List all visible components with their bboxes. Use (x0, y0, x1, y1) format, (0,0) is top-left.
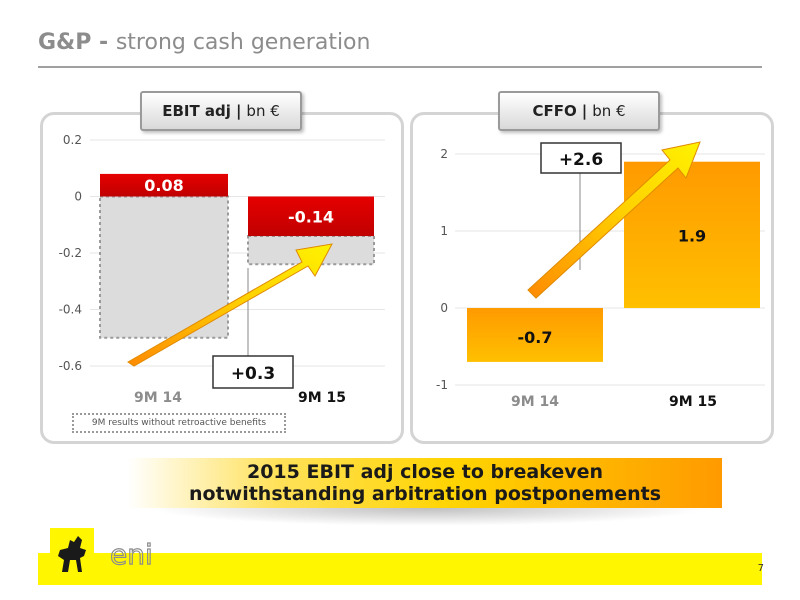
cffo-y-tick-label: -1 (436, 378, 448, 392)
conclusion-banner: 2015 EBIT adj close to breakeven notwith… (128, 458, 722, 508)
ebit-y-tick-label: -0.4 (59, 303, 82, 317)
cffo-annotation-label: +2.6 (559, 150, 603, 170)
ebit-grey-bar (99, 195, 229, 339)
cffo-title-pill: CFFO | bn € (498, 91, 660, 131)
page-title-rest: strong cash generation (115, 30, 371, 55)
ebit-x-tick-label: 9M 14 (134, 390, 182, 406)
ebit-y-tick-label: 0 (74, 190, 82, 204)
page-title-bold: G&P - (38, 30, 116, 55)
eni-logo: eni (50, 528, 153, 580)
page-title: G&P - strong cash generation (38, 30, 370, 55)
ebit-data-label: -0.14 (288, 207, 334, 226)
banner-line-2: notwithstanding arbitration postponement… (188, 483, 661, 505)
eni-wordmark: eni (110, 538, 153, 571)
cffo-x-tick-label: 9M 14 (511, 394, 559, 410)
ebit-y-tick-label: -0.6 (59, 359, 82, 373)
ebit-annotation-label: +0.3 (231, 364, 275, 384)
ebit-red-bar (248, 196, 374, 237)
cffo-title-unit: bn € (592, 102, 626, 120)
ebit-y-tick-label: 0.2 (63, 133, 82, 147)
banner-shadow (148, 508, 708, 526)
ebit-title-label: EBIT adj (162, 102, 231, 120)
cffo-bar (467, 308, 603, 362)
ebit-y-tick-label: -0.2 (59, 246, 82, 260)
ebit-title-separator: | (235, 102, 242, 120)
ebit-footnote: 9M results without retroactive benefits (72, 413, 286, 433)
ebit-red-bar (100, 173, 228, 197)
ebit-x-tick-label: 9M 15 (298, 390, 346, 406)
page-number: 7 (757, 563, 764, 574)
ebit-data-label: 0.08 (144, 176, 183, 195)
cffo-annotation-box (540, 142, 622, 174)
six-legged-dog-icon (58, 536, 86, 572)
cffo-data-label: 1.9 (678, 227, 706, 246)
ebit-title-unit: bn € (246, 102, 280, 120)
cffo-data-label: -0.7 (518, 328, 553, 347)
title-divider (38, 66, 762, 68)
banner-line-1: 2015 EBIT adj close to breakeven (246, 461, 604, 483)
cffo-title-separator: | (581, 102, 588, 120)
cffo-y-tick-label: 0 (440, 301, 448, 315)
ebit-title-pill: EBIT adj | bn € (140, 91, 302, 131)
footer-bar (38, 553, 762, 585)
cffo-trend-arrow (527, 141, 701, 299)
cffo-title-label: CFFO (532, 102, 577, 120)
ebit-trend-arrow (127, 243, 333, 367)
cffo-y-tick-label: 1 (440, 224, 448, 238)
ebit-annotation-box (212, 355, 294, 389)
cffo-x-tick-label: 9M 15 (669, 394, 717, 410)
cffo-y-tick-label: 2 (440, 147, 448, 161)
